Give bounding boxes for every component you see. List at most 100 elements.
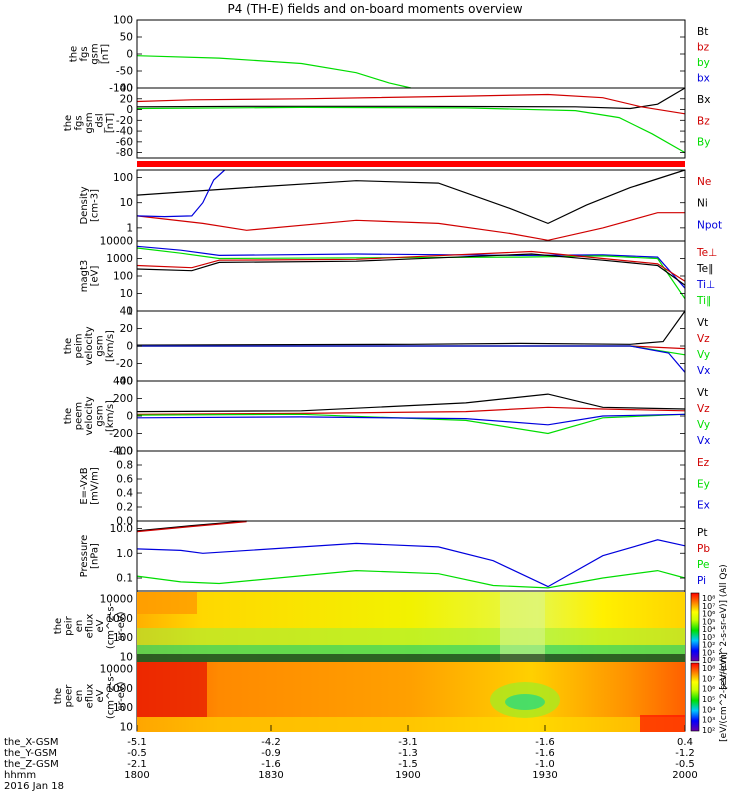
- colorbar-tick-label: 10⁸: [702, 664, 715, 673]
- y-tick-label: 400: [113, 376, 133, 388]
- y-tick-label: 10: [120, 652, 133, 664]
- x-tick-label: -1.6: [261, 759, 281, 770]
- y-axis-label: en: [74, 620, 85, 633]
- legend-ex: Ex: [697, 500, 710, 512]
- y-axis-label: [nT]: [100, 44, 111, 64]
- y-tick-label: 1000: [106, 683, 133, 695]
- x-axis-row-label: the_X-GSM: [4, 737, 58, 748]
- colorbar-tick-label: 10²: [702, 726, 715, 735]
- y-tick-label: 0: [126, 104, 133, 116]
- series-vt-line: [136, 310, 686, 346]
- panel-3: 100 10 1 Density [cm-3] Ne Ni Npot: [79, 169, 722, 242]
- colorbar-tick-label: 10⁶: [702, 610, 715, 619]
- date-label: 2016 Jan 18: [4, 781, 64, 792]
- y-tick-label: 20: [120, 93, 133, 105]
- y-tick-label: 0.6: [116, 474, 133, 486]
- colorbar-tick-label: 10²: [702, 641, 715, 650]
- y-axis-label: en: [74, 690, 85, 703]
- legend-pi: Pi: [697, 575, 706, 587]
- y-tick-label: 10000: [100, 236, 133, 248]
- panel-7: 1.0 0.8 0.6 0.4 0.2 0.0 E=-VxB [mV/m] Ez Ey Ex: [79, 446, 710, 528]
- y-axis-label: the: [63, 338, 74, 354]
- y-tick-label: 10: [120, 722, 133, 734]
- y-axis-label: the: [53, 688, 64, 704]
- series-ti-line: [136, 245, 686, 289]
- series-vy-line: [136, 413, 686, 435]
- y-axis-label: sr-eV): [116, 681, 127, 710]
- x-tick-label: 1800: [124, 770, 149, 781]
- y-axis-label: magt3: [79, 260, 90, 293]
- legend-ni: Ni: [697, 198, 708, 210]
- x-tick-label: -0.5: [675, 759, 695, 770]
- legend-bx: Bx: [697, 94, 710, 106]
- y-axis-label: peem: [74, 402, 85, 430]
- colorbar-tick-label: 10⁴: [702, 625, 715, 634]
- series-vy-line: [137, 345, 686, 356]
- series-ne-line: [136, 212, 685, 241]
- legend-by: By: [697, 137, 710, 149]
- y-axis-label: the: [68, 46, 79, 62]
- legend-ne: Ne: [697, 176, 711, 188]
- y-axis-label: peim: [74, 333, 85, 358]
- x-axis-row-label: the_Y-GSM: [4, 748, 57, 759]
- legend-vx: Vx: [697, 365, 710, 377]
- electron-spectrogram-texture: [137, 662, 685, 732]
- x-tick-label: -1.6: [535, 748, 555, 759]
- y-axis-label: fgs: [74, 115, 85, 130]
- y-axis-label: [nT]: [105, 113, 116, 133]
- x-tick-label: 1930: [532, 770, 557, 781]
- x-axis-labels: the_X-GSM -5.1 -4.2 -3.1 -1.6 0.4 the_Y-GSM -0.…: [4, 725, 698, 792]
- y-tick-label: 100: [113, 271, 133, 283]
- series-pt-line: [136, 520, 247, 532]
- x-axis-row-label: the_Z-GSM: [4, 759, 59, 770]
- y-tick-label: 0: [126, 341, 133, 353]
- legend-vt: Vt: [697, 317, 708, 329]
- legend-bt: Bt: [697, 26, 708, 38]
- colorbar-tick-label: 10³: [702, 633, 715, 642]
- red-bar-indicator: [137, 161, 685, 167]
- y-axis-label: [cm-3]: [89, 189, 100, 222]
- series-vt-line: [136, 393, 686, 413]
- panel-frame: [136, 87, 686, 159]
- y-axis-label: peer: [63, 684, 74, 708]
- y-axis-label: _dsl: [95, 113, 106, 133]
- x-tick-label: 1830: [258, 770, 283, 781]
- y-tick-label: 10: [120, 288, 133, 300]
- series-te-line: [136, 250, 686, 282]
- y-axis-label: (cm^2-s-: [105, 602, 116, 649]
- y-tick-label: 1000: [106, 253, 133, 265]
- panel-6: 400 200 0 -200 -400 the peem velocity gsm [km/s] V…: [63, 376, 710, 458]
- y-tick-label: -200: [109, 428, 133, 440]
- colorbar-tick-label: 10⁸: [702, 594, 715, 603]
- y-tick-label: 0.0: [116, 516, 133, 528]
- y-tick-label: 0: [126, 411, 133, 423]
- y-axis-label: (cm^2-s-: [105, 672, 116, 719]
- colorbar-tick-label: 10⁷: [702, 602, 715, 611]
- y-axis-label: eflux: [84, 684, 95, 709]
- y-tick-label: 1: [126, 222, 133, 234]
- y-axis-label: [km/s]: [105, 330, 116, 362]
- colorbar-label: [eV/(cm^2-s-sr-eV)] (All Qs): [719, 564, 729, 689]
- legend-ey: Ey: [697, 478, 710, 490]
- electron-colorbar: [690, 662, 700, 732]
- panel-4: 10000 1000 100 10 1 magt3 [eV] Te⊥ Te∥ Ti⊥ Ti∥: [79, 236, 717, 318]
- series-npot-line: [136, 169, 226, 218]
- series-by-line: [136, 106, 686, 154]
- series-vx-line: [136, 413, 686, 426]
- legend-by: by: [697, 57, 710, 69]
- x-tick-label: -1.6: [535, 737, 555, 748]
- colorbar-tick-label: 10⁵: [702, 617, 715, 626]
- x-tick-label: -3.1: [398, 737, 418, 748]
- x-tick-label: -1.0: [535, 759, 555, 770]
- series-vx-line: [137, 345, 686, 373]
- series-pb-line: [136, 521, 247, 533]
- y-axis-label: eV: [95, 689, 106, 702]
- legend-pe: Pe: [697, 559, 709, 571]
- y-tick-label: 40: [120, 83, 133, 95]
- figure-title: P4 (TH-E) fields and on-board moments ov…: [227, 2, 522, 16]
- y-axis-label: gsm: [84, 112, 95, 133]
- colorbars: [690, 592, 700, 732]
